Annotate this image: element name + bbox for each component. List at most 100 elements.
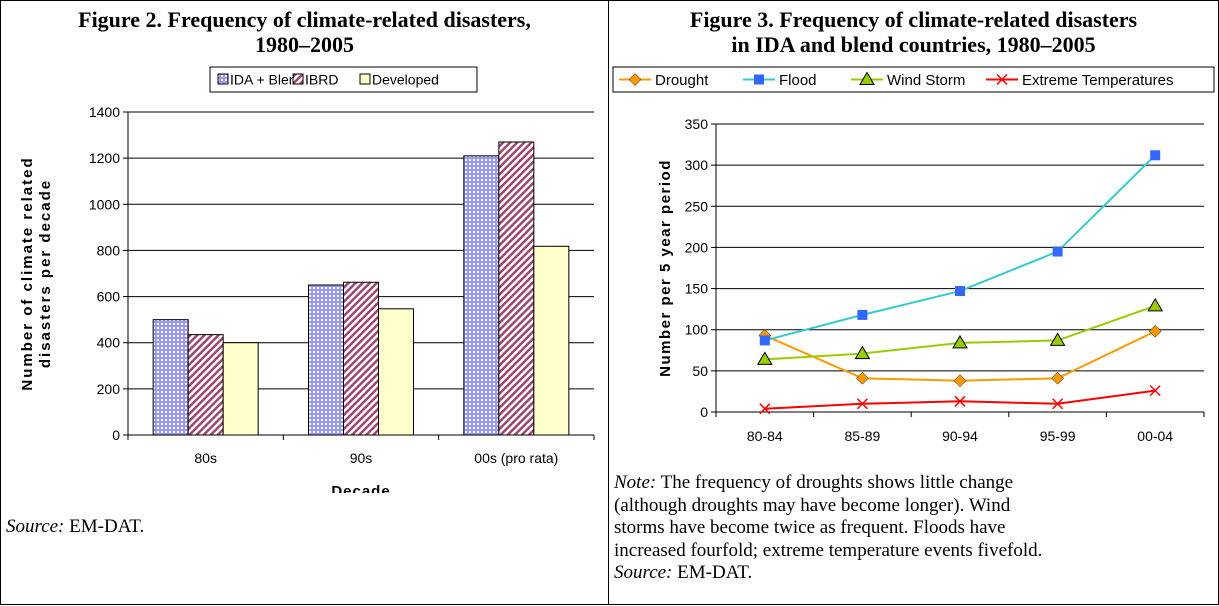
point-2-3 [1049, 332, 1066, 346]
figure-3-title-line-1: Figure 3. Frequency of climate-related d… [689, 7, 1138, 32]
point-3-4 [1149, 385, 1161, 397]
point-2-2 [952, 334, 968, 349]
x-tick-label-1: 90s [350, 450, 373, 466]
x-tick-label-2: 90-94 [942, 428, 978, 444]
point-0-2 [953, 374, 967, 388]
figure-3-legend: Drought Flood Wind Storm Extreme Temperatur… [612, 66, 1215, 93]
point-1-3 [1052, 246, 1063, 257]
y-tick-label-4: 800 [97, 242, 121, 258]
figure-2-bars [152, 141, 570, 436]
series-line-2 [764, 304, 1156, 361]
x-axis-title: Decade [331, 483, 390, 493]
legend-swatch-0 [217, 73, 229, 85]
figure-2-panel: Figure 2. Frequency of climate-related d… [0, 0, 609, 605]
point-3-0 [759, 403, 771, 415]
point-3-4-stroke-b [1149, 385, 1161, 397]
legend-label-0: IDA + Blend [230, 72, 304, 88]
bar-1-1 [343, 281, 379, 436]
legend-label-0: Drought [655, 72, 709, 89]
point-2-0 [756, 351, 773, 365]
bar-0-1 [308, 284, 344, 436]
legend-label-1: Flood [779, 72, 817, 89]
y-tick-label-4: 200 [685, 239, 709, 255]
figure-3-line-chart: Drought Flood Wind Storm Extreme Temperatur… [612, 66, 1215, 444]
figure-3-panel: Figure 3. Frequency of climate-related d… [608, 0, 1219, 605]
legend-marker-3-stroke-b [996, 73, 1008, 86]
bar-2-2 [533, 245, 570, 436]
bar-2-1 [378, 308, 414, 436]
y-tick-label-5: 250 [685, 198, 709, 214]
point-3-2 [954, 395, 966, 407]
figure-3-source: Source: EM-DAT. [614, 562, 1042, 585]
x-tick-label-4: 00-04 [1137, 428, 1173, 444]
point-3-3 [1052, 398, 1064, 410]
point-0-4 [1148, 325, 1162, 338]
figure-2-legend: IDA + Blend IBRD Developed [209, 66, 478, 93]
point-3-2-stroke-b [954, 395, 966, 407]
legend-swatch-2 [359, 73, 371, 85]
point-3-0-stroke-b [759, 403, 771, 415]
legend-swatch-1 [292, 73, 304, 85]
legend-marker-2 [859, 71, 875, 85]
y-tick-label-2: 400 [97, 335, 121, 351]
figure-2-source-text: EM-DAT. [64, 516, 145, 537]
figure-3-source-text: EM-DAT. [672, 562, 753, 583]
figure-2-source-label: Source: [6, 516, 65, 537]
y-tick-label-0: 0 [112, 427, 120, 443]
x-tick-label-3: 95-99 [1040, 428, 1076, 444]
y-tick-label-6: 1200 [89, 150, 120, 166]
y-tick-label-2: 100 [685, 322, 709, 338]
point-1-2 [955, 286, 965, 297]
figure-3-source-label: Source: [614, 562, 673, 583]
point-3-1 [856, 398, 868, 410]
bar-1-0 [187, 334, 224, 436]
figure-2-bar-chart: IDA + Blend IBRD Developed 0 200 400 600 800 100… [19, 66, 595, 493]
y-tick-label-0: 0 [700, 404, 708, 420]
bar-2-0 [222, 342, 259, 436]
series-line-3 [764, 389, 1156, 410]
y-tick-label-7: 350 [685, 116, 709, 132]
legend-marker-1 [754, 74, 764, 85]
legend-marker-0 [628, 73, 642, 86]
y-tick-label-7: 1400 [89, 104, 120, 120]
figure-2-title-line-1: Figure 2. Frequency of climate-related d… [78, 7, 531, 32]
x-tick-label-2: 00s (pro rata) [474, 450, 558, 466]
y-tick-label-5: 1000 [89, 196, 120, 212]
y-axis-title-line-1: Number of climate related [19, 156, 36, 390]
legend-label-3: Extreme Temperatures [1022, 72, 1173, 89]
y-tick-label-1: 200 [97, 381, 121, 397]
point-3-3-stroke-b [1052, 398, 1064, 410]
figure-3-note-line-1: Note: The frequency of droughts shows li… [614, 472, 1042, 495]
figure-3-note-line-3: storms have become twice as frequent. Fl… [614, 517, 1006, 538]
y-tick-label-1: 50 [692, 363, 708, 379]
point-2-4 [1147, 297, 1164, 312]
legend-marker-3 [996, 73, 1008, 86]
figure-3-note: Note: The frequency of droughts shows li… [614, 472, 1042, 585]
figure-2-title: Figure 2. Frequency of climate-related d… [1, 7, 608, 57]
y-axis-title: Number per 5 year period [657, 159, 674, 377]
x-tick-label-0: 80s [194, 450, 217, 466]
figure-3-title: Figure 3. Frequency of climate-related d… [609, 7, 1218, 57]
bar-1-2 [498, 141, 535, 436]
point-0-1 [856, 371, 869, 385]
legend-frame [209, 66, 478, 93]
point-0-3 [1051, 371, 1064, 385]
legend-label-1: IBRD [305, 72, 338, 88]
x-tick-label-0: 80-84 [747, 428, 783, 444]
bar-0-2 [463, 155, 500, 436]
point-1-1 [857, 309, 868, 320]
y-axis-title-line-2: disasters per decade [37, 179, 54, 368]
y-tick-label-3: 150 [685, 281, 709, 297]
bar-0-0 [152, 319, 189, 436]
x-tick-label-1: 85-89 [844, 428, 880, 444]
figure-2-title-line-2: 1980–2005 [255, 32, 354, 57]
figure-3-note-line-2: (although droughts may have become longe… [614, 494, 1011, 516]
y-tick-label-6: 300 [685, 157, 709, 173]
figure-3-title-line-2: in IDA and blend countries, 1980–2005 [731, 32, 1096, 57]
point-1-4 [1150, 150, 1161, 161]
figure-2-source: Source: EM-DAT. [6, 516, 144, 538]
figure-3-note-line-4: increased fourfold; extreme temperature … [614, 539, 1043, 561]
point-3-1-stroke-b [856, 398, 868, 410]
figure-3-note-text-1: The frequency of droughts shows little c… [656, 472, 1014, 493]
legend-frame [612, 66, 1215, 93]
